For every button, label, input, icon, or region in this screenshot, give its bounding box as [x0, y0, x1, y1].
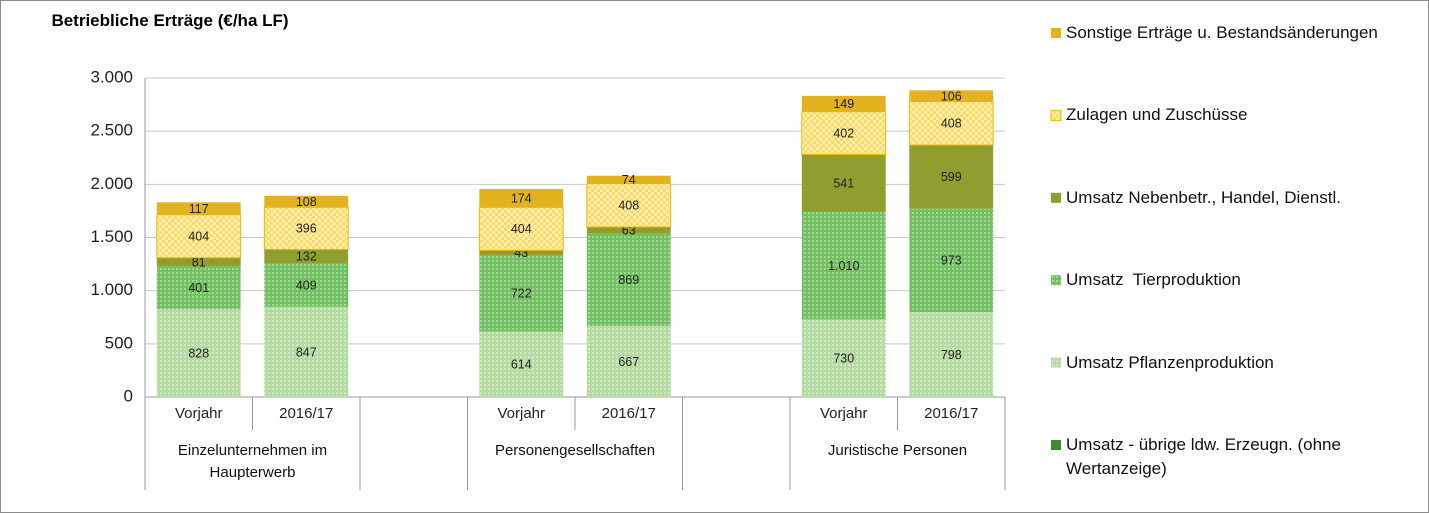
y-tick-label: 1.000: [90, 280, 133, 299]
legend-texture: [1051, 275, 1061, 286]
legend-label: Sonstige Erträge u. Bestandsänderungen: [1066, 23, 1378, 42]
bar-segment: [156, 257, 241, 267]
data-label: 402: [833, 126, 854, 140]
data-label: 81: [192, 255, 206, 269]
bar-segment: [156, 202, 241, 215]
y-tick-label: 1.500: [90, 227, 133, 246]
legend-label: Umsatz - übrige ldw. Erzeugn. (ohne Wert…: [1066, 435, 1346, 478]
data-label: 409: [296, 278, 317, 292]
x-tick-label: Vorjahr: [175, 405, 223, 422]
data-label: 117: [189, 202, 209, 216]
bar-segment: [909, 144, 994, 209]
bar-segment: [264, 195, 349, 208]
bar-segment: [801, 95, 886, 112]
y-tick-label: 0: [124, 386, 133, 405]
data-label: 730: [833, 351, 854, 365]
data-label: 408: [941, 117, 962, 131]
data-label: 667: [618, 355, 639, 369]
legend-label: Umsatz Pflanzenproduktion: [1066, 352, 1274, 372]
data-label: 973: [941, 254, 962, 268]
y-tick-label: 500: [105, 333, 133, 352]
legend-label: Umsatz Tierproduktion: [1066, 270, 1241, 290]
x-tick-label: Vorjahr: [497, 405, 545, 422]
x-tick-label: Vorjahr: [820, 405, 868, 422]
data-label: 74: [622, 173, 636, 187]
data-label: 174: [511, 191, 532, 205]
data-label: 847: [296, 345, 317, 359]
group-label: Juristische Personen: [827, 442, 968, 459]
bar-segment: [264, 249, 349, 264]
data-label: 404: [511, 222, 532, 236]
legend-label: Umsatz Nebenbetr., Handel, Dienstl.: [1066, 187, 1341, 207]
data-label: 132: [296, 250, 317, 264]
x-tick-label: 2016/17: [279, 405, 333, 422]
data-label: 541: [833, 177, 854, 191]
data-label: 149: [833, 97, 854, 111]
group-label: Personengesellschaften: [494, 442, 656, 459]
y-tick-label: 2.500: [90, 121, 133, 140]
data-label: 614: [511, 358, 532, 372]
bar-segment: [479, 250, 564, 255]
data-label: 599: [941, 170, 962, 184]
data-label: 408: [618, 199, 639, 213]
x-tick-label: 2016/17: [602, 405, 656, 422]
chart-title: Betriebliche Erträge (€/ha LF): [51, 11, 289, 30]
bar-segment: [586, 175, 671, 184]
bar-segment: [586, 226, 671, 234]
data-label: 106: [941, 89, 962, 103]
bar-segment: [479, 188, 564, 208]
data-label: 869: [618, 273, 639, 287]
bar-segment: [801, 154, 886, 212]
data-label: 1.010: [828, 259, 859, 273]
y-tick-label: 2.000: [90, 174, 133, 193]
legend-swatch: [1051, 440, 1061, 450]
legend-swatch: [1051, 192, 1061, 203]
legend-texture: [1051, 110, 1061, 121]
data-label: 401: [188, 281, 209, 295]
data-label: 108: [296, 195, 317, 209]
x-tick-label: 2016/17: [924, 405, 978, 422]
y-tick-label: 3.000: [90, 67, 133, 86]
data-label: 828: [188, 346, 209, 360]
data-label: 722: [511, 287, 532, 301]
bar-segment: [909, 90, 994, 102]
data-label: 404: [188, 230, 209, 244]
group-label: Einzelunternehmen im Haupterwerb: [177, 442, 328, 481]
legend-texture: [1051, 357, 1061, 368]
data-label: 798: [941, 348, 962, 362]
legend-swatch: [1051, 28, 1061, 38]
legend-label: Zulagen und Zuschüsse: [1066, 105, 1248, 125]
data-label: 396: [296, 222, 317, 236]
